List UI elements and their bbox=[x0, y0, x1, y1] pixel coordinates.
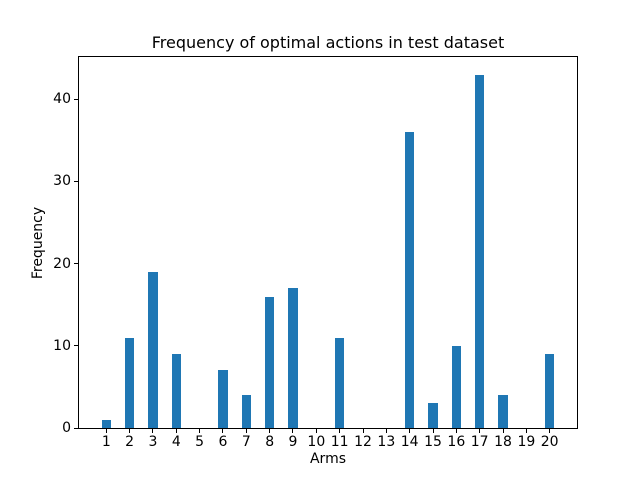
bar-arm-2 bbox=[124, 337, 135, 428]
x-tick-mark bbox=[152, 429, 154, 433]
x-tick-label: 6 bbox=[218, 434, 228, 450]
bars-layer bbox=[79, 57, 577, 428]
x-tick-label: 19 bbox=[517, 434, 536, 450]
bar-arm-8 bbox=[264, 296, 275, 428]
x-tick-label: 10 bbox=[307, 434, 326, 450]
bar-arm-16 bbox=[451, 345, 461, 428]
y-tick-label: 20 bbox=[53, 255, 71, 272]
x-tick-mark bbox=[479, 429, 481, 433]
x-tick-label: 11 bbox=[330, 434, 349, 450]
x-tick-mark bbox=[502, 429, 504, 433]
x-tick-label: 2 bbox=[125, 434, 135, 450]
y-tick-mark bbox=[74, 180, 78, 182]
y-tick-label: 30 bbox=[53, 173, 71, 190]
x-tick-mark bbox=[409, 429, 411, 433]
x-tick-label: 17 bbox=[470, 434, 489, 450]
x-tick-label: 1 bbox=[101, 434, 111, 450]
x-tick-label: 4 bbox=[171, 434, 181, 450]
bar-arm-11 bbox=[335, 337, 345, 428]
bar-arm-6 bbox=[218, 370, 228, 428]
x-tick-mark bbox=[245, 429, 247, 433]
bar-arm-18 bbox=[498, 395, 508, 428]
x-tick-mark bbox=[175, 429, 177, 433]
y-tick-mark bbox=[74, 427, 78, 429]
y-tick-label: 0 bbox=[62, 420, 71, 436]
x-tick-label: 7 bbox=[241, 434, 251, 450]
x-tick-label: 8 bbox=[265, 434, 275, 450]
bar-arm-15 bbox=[428, 403, 438, 428]
y-tick-label: 40 bbox=[53, 91, 71, 108]
y-tick-mark bbox=[74, 263, 78, 265]
x-tick-mark bbox=[432, 429, 434, 433]
y-axis-label: Frequency bbox=[30, 206, 46, 280]
bar-arm-17 bbox=[475, 74, 485, 428]
x-tick-label: 13 bbox=[377, 434, 396, 450]
bar-arm-14 bbox=[405, 132, 415, 428]
x-tick-label: 9 bbox=[288, 434, 298, 450]
bar-arm-1 bbox=[101, 419, 111, 428]
bar-arm-20 bbox=[545, 354, 555, 428]
x-tick-label: 18 bbox=[494, 434, 512, 450]
bar-arm-3 bbox=[148, 271, 158, 428]
y-tick-label: 10 bbox=[53, 337, 71, 354]
x-axis-label: Arms bbox=[309, 451, 347, 467]
x-tick-mark bbox=[525, 429, 527, 433]
chart-title: Frequency of optimal actions in test dat… bbox=[151, 33, 505, 52]
x-tick-label: 15 bbox=[424, 434, 442, 450]
y-tick-mark bbox=[74, 345, 78, 347]
bar-arm-9 bbox=[288, 288, 298, 428]
x-tick-label: 12 bbox=[354, 434, 372, 450]
x-tick-mark bbox=[199, 429, 201, 433]
x-tick-label: 5 bbox=[195, 434, 205, 450]
x-tick-mark bbox=[455, 429, 457, 433]
x-tick-label: 16 bbox=[447, 434, 466, 450]
x-tick-mark bbox=[129, 429, 131, 433]
x-tick-label: 14 bbox=[400, 434, 419, 450]
x-tick-mark bbox=[105, 429, 107, 433]
plot-area bbox=[78, 56, 578, 429]
x-tick-mark bbox=[549, 429, 551, 433]
x-tick-mark bbox=[292, 429, 294, 433]
x-tick-mark bbox=[269, 429, 271, 433]
x-tick-label: 20 bbox=[540, 434, 559, 450]
x-tick-mark bbox=[362, 429, 364, 433]
x-tick-mark bbox=[339, 429, 341, 433]
x-tick-mark bbox=[315, 429, 317, 433]
x-tick-mark bbox=[385, 429, 387, 433]
y-tick-mark bbox=[74, 98, 78, 100]
bar-arm-7 bbox=[241, 395, 251, 428]
x-tick-label: 3 bbox=[148, 434, 158, 450]
bar-arm-4 bbox=[171, 354, 181, 428]
x-tick-mark bbox=[222, 429, 224, 433]
